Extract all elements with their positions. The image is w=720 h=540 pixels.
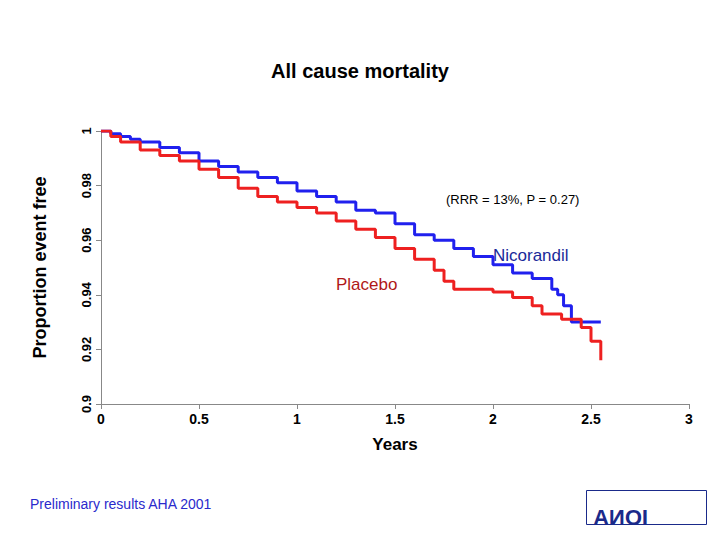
svg-text:(RRR = 13%, P = 0.27): (RRR = 13%, P = 0.27) [446, 192, 579, 207]
svg-text:2: 2 [489, 411, 497, 427]
svg-text:Nicorandil: Nicorandil [493, 246, 569, 265]
svg-text:3: 3 [685, 411, 693, 427]
svg-text:0: 0 [97, 411, 105, 427]
svg-text:1: 1 [293, 411, 301, 427]
svg-text:Preliminary results AHA 2001: Preliminary results AHA 2001 [30, 496, 212, 512]
svg-text:0.5: 0.5 [189, 411, 209, 427]
svg-text:All cause mortality: All cause mortality [271, 60, 450, 82]
svg-text:IONA: IONA [593, 505, 648, 530]
svg-text:2.5: 2.5 [581, 411, 601, 427]
svg-text:0.9: 0.9 [79, 395, 94, 413]
svg-text:Years: Years [372, 435, 417, 454]
svg-text:1.5: 1.5 [385, 411, 405, 427]
svg-text:Proportion event free: Proportion event free [30, 176, 50, 358]
svg-text:0.98: 0.98 [79, 173, 94, 198]
svg-text:Placebo: Placebo [336, 275, 397, 294]
svg-text:0.94: 0.94 [79, 281, 94, 307]
svg-text:1: 1 [79, 127, 94, 134]
svg-text:0.96: 0.96 [79, 228, 94, 253]
svg-text:0.92: 0.92 [79, 337, 94, 362]
